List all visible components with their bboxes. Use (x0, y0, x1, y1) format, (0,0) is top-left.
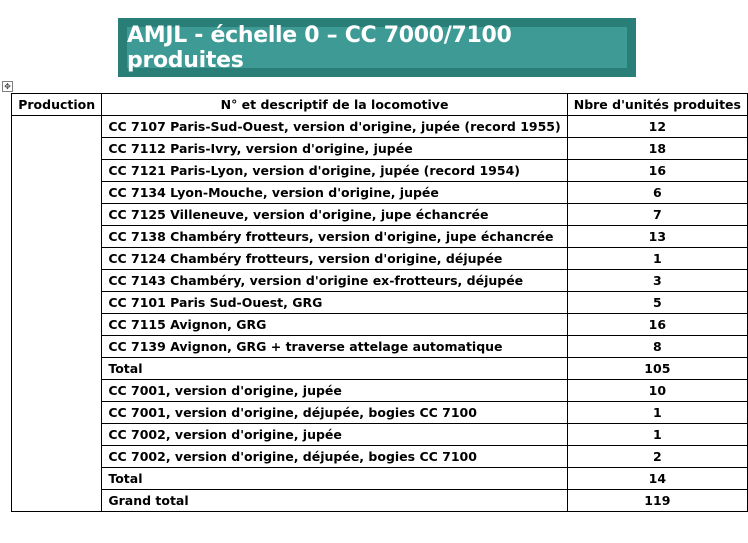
unit-count: 10 (566, 379, 748, 402)
unit-count: 16 (566, 159, 748, 182)
table-row: CC 7139 Avignon, GRG + traverse attelage… (12, 335, 748, 358)
locomotive-description: CC 7002, version d'origine, jupée (101, 423, 568, 446)
locomotive-description: CC 7001, version d'origine, jupée (101, 379, 568, 402)
unit-count: 2 (566, 445, 748, 468)
total-label: Grand total (101, 489, 568, 512)
unit-count: 16 (566, 313, 748, 336)
unit-count: 8 (566, 335, 748, 358)
locomotive-description: CC 7124 Chambéry frotteurs, version d'or… (101, 247, 568, 270)
locomotive-description: CC 7125 Villeneuve, version d'origine, j… (101, 203, 568, 226)
table-body: CC 7107 Paris-Sud-Ouest, version d'origi… (10, 115, 748, 512)
table-row: CC 7121 Paris-Lyon, version d'origine, j… (12, 159, 748, 182)
total-label: Total (101, 467, 568, 490)
table-row: CC 7138 Chambéry frotteurs, version d'or… (12, 225, 748, 248)
total-row: Total 105 (12, 357, 748, 380)
total-label: Total (101, 357, 568, 380)
table-header-row: Production N° et descriptif de la locomo… (10, 93, 748, 116)
title-banner: AMJL - échelle 0 – CC 7000/7100 produite… (118, 18, 636, 77)
unit-count: 3 (566, 269, 748, 292)
grand-total-row: Grand total 119 (12, 489, 748, 512)
total-row: Total 14 (12, 467, 748, 490)
table-row: CC 7115 Avignon, GRG 16 (12, 313, 748, 336)
total-count: 119 (566, 489, 748, 512)
table-row: CC 7107 Paris-Sud-Ouest, version d'origi… (10, 115, 748, 512)
table-row: CC 7125 Villeneuve, version d'origine, j… (12, 203, 748, 226)
header-quantity: Nbre d'unités produites (566, 93, 748, 116)
table-row: CC 7134 Lyon-Mouche, version d'origine, … (12, 181, 748, 204)
table-row: CC 7143 Chambéry, version d'origine ex-f… (12, 269, 748, 292)
unit-count: 12 (566, 115, 748, 138)
unit-count: 6 (566, 181, 748, 204)
locomotive-description: CC 7001, version d'origine, déjupée, bog… (101, 401, 568, 424)
table-row: CC 7124 Chambéry frotteurs, version d'or… (12, 247, 748, 270)
locomotive-description: CC 7112 Paris-Ivry, version d'origine, j… (101, 137, 568, 160)
locomotive-description: CC 7101 Paris Sud-Ouest, GRG (101, 291, 568, 314)
locomotive-description: CC 7134 Lyon-Mouche, version d'origine, … (101, 181, 568, 204)
unit-count: 1 (566, 247, 748, 270)
total-count: 14 (566, 467, 748, 490)
unit-count: 1 (566, 423, 748, 446)
table-row: CC 7001, version d'origine, déjupée, bog… (12, 401, 748, 424)
locomotive-description: CC 7121 Paris-Lyon, version d'origine, j… (101, 159, 568, 182)
table-row: CC 7112 Paris-Ivry, version d'origine, j… (12, 137, 748, 160)
unit-count: 7 (566, 203, 748, 226)
table-row: CC 7101 Paris Sud-Ouest, GRG 5 (12, 291, 748, 314)
unit-count: 18 (566, 137, 748, 160)
production-cell (10, 115, 103, 512)
locomotive-description: CC 7139 Avignon, GRG + traverse attelage… (101, 335, 568, 358)
locomotive-table: Production N° et descriptif de la locomo… (10, 93, 748, 512)
header-description: N° et descriptif de la locomotive (101, 93, 568, 116)
page-title: AMJL - échelle 0 – CC 7000/7100 produite… (127, 23, 627, 73)
unit-count: 13 (566, 225, 748, 248)
locomotive-description: CC 7002, version d'origine, déjupée, bog… (101, 445, 568, 468)
locomotive-description: CC 7107 Paris-Sud-Ouest, version d'origi… (101, 115, 568, 138)
table-move-handle-icon[interactable]: ✥ (2, 81, 13, 92)
total-count: 105 (566, 357, 748, 380)
locomotive-description: CC 7143 Chambéry, version d'origine ex-f… (101, 269, 568, 292)
unit-count: 5 (566, 291, 748, 314)
locomotive-description: CC 7115 Avignon, GRG (101, 313, 568, 336)
header-production: Production (10, 93, 103, 116)
locomotive-description: CC 7138 Chambéry frotteurs, version d'or… (101, 225, 568, 248)
table-row: CC 7002, version d'origine, jupée 1 (12, 423, 748, 446)
unit-count: 1 (566, 401, 748, 424)
table-row: CC 7001, version d'origine, jupée 10 (12, 379, 748, 402)
table-row: CC 7002, version d'origine, déjupée, bog… (12, 445, 748, 468)
